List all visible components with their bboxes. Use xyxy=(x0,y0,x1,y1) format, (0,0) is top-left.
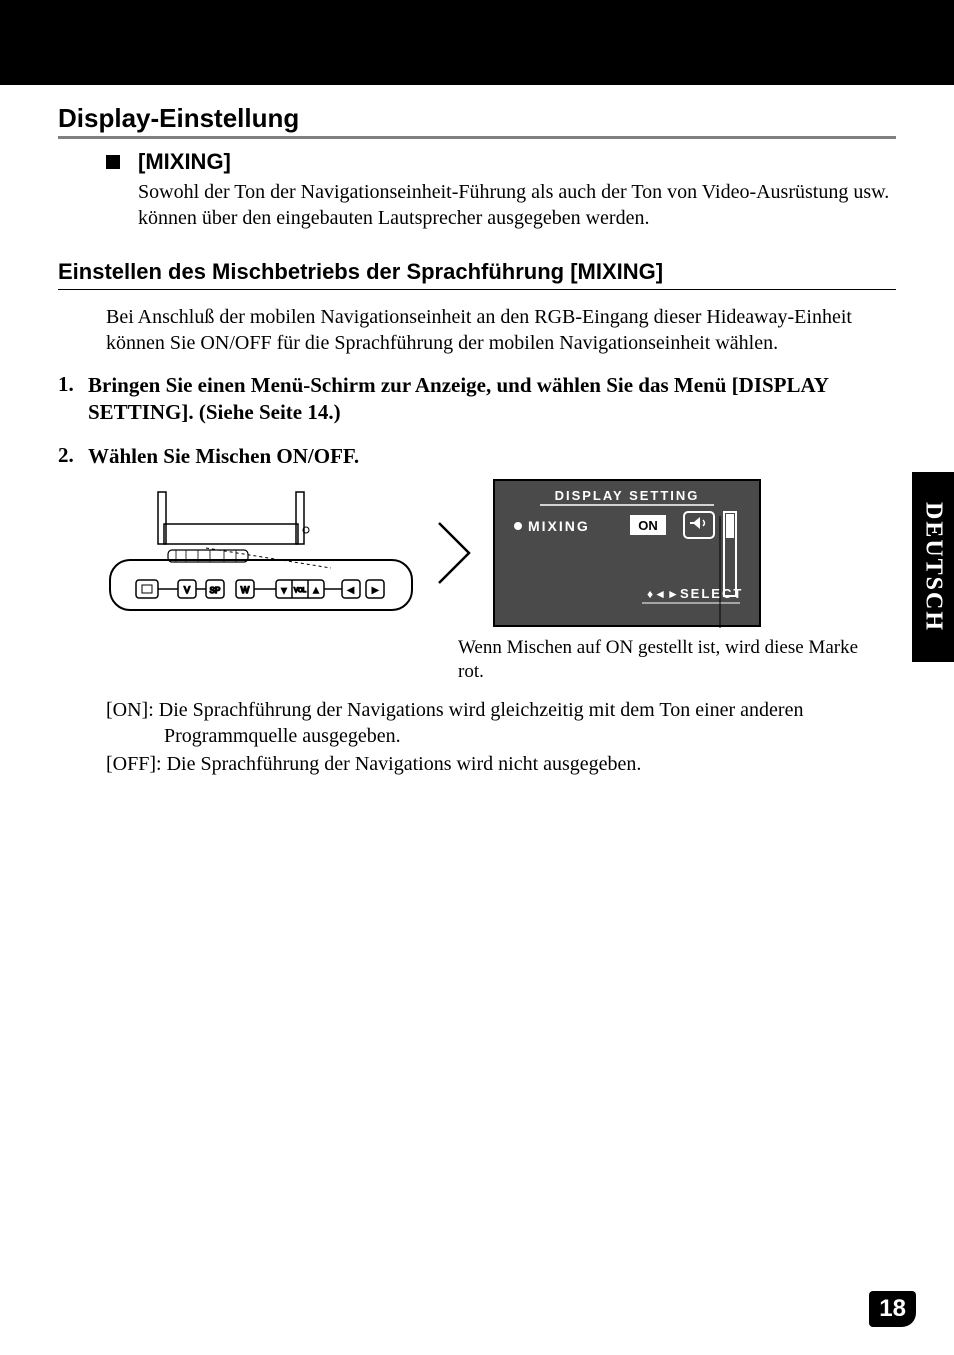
svg-text:V: V xyxy=(184,585,190,595)
step-1: 1. Bringen Sie einen Menü-Schirm zur Anz… xyxy=(58,372,896,427)
svg-text:W: W xyxy=(241,585,250,595)
mixing-label: [MIXING] xyxy=(138,149,231,175)
svg-text:VOL: VOL xyxy=(294,588,307,594)
step-number: 2. xyxy=(58,443,88,470)
svg-text:►: ► xyxy=(371,585,380,595)
svg-text:▲: ▲ xyxy=(312,586,320,595)
screen-item-value: ON xyxy=(638,518,658,533)
screen-item-label: MIXING xyxy=(528,518,590,534)
section-title: Display-Einstellung xyxy=(58,103,299,133)
page-content: Display-Einstellung [MIXING] Sowohl der … xyxy=(0,85,954,777)
mixing-heading-row: [MIXING] xyxy=(106,149,896,175)
intro-paragraph: Bei Anschluß der mobilen Navigationseinh… xyxy=(106,304,896,356)
step-2: 2. Wählen Sie Mischen ON/OFF. xyxy=(58,443,896,470)
subsection-title: Einstellen des Mischbetriebs der Sprachf… xyxy=(58,259,896,290)
arrow-right-icon xyxy=(434,518,474,588)
option-on: [ON]: Die Sprachführung der Navigations … xyxy=(106,697,896,749)
remote-control-diagram: V SP W ▼ VOL ▲ ◄ ► xyxy=(106,488,416,618)
language-side-tab: DEUTSCH xyxy=(912,472,954,662)
header-black-bar xyxy=(0,0,954,85)
step-number: 1. xyxy=(58,372,88,427)
svg-text:SP: SP xyxy=(210,586,221,595)
side-tab-label: DEUTSCH xyxy=(920,502,947,632)
option-off: [OFF]: Die Sprachführung der Navigations… xyxy=(106,751,896,777)
option-on-line2: Programmquelle ausgegeben. xyxy=(164,723,896,749)
option-on-line1: [ON]: Die Sprachführung der Navigations … xyxy=(106,697,896,723)
screen-caption: Wenn Mischen auf ON gestellt ist, wird d… xyxy=(458,636,858,684)
section-title-bar: Display-Einstellung xyxy=(58,103,896,139)
svg-text:◄: ◄ xyxy=(347,585,356,595)
svg-text:♦◄►: ♦◄► xyxy=(647,587,680,601)
screen-title: DISPLAY SETTING xyxy=(555,488,700,503)
svg-text:▼: ▼ xyxy=(280,586,288,595)
diagram-row: V SP W ▼ VOL ▲ ◄ ► xyxy=(106,478,896,628)
page-number: 18 xyxy=(869,1291,916,1327)
square-bullet-icon xyxy=(106,155,120,169)
screen-footer: SELECT xyxy=(680,586,743,601)
step-text: Bringen Sie einen Menü-Schirm zur Anzeig… xyxy=(88,372,896,427)
step-text: Wählen Sie Mischen ON/OFF. xyxy=(88,443,359,470)
mixing-body: Sowohl der Ton der Navigationseinheit-Fü… xyxy=(138,179,896,231)
display-setting-screen: DISPLAY SETTING MIXING ON ♦◄► SELECT xyxy=(492,478,762,628)
